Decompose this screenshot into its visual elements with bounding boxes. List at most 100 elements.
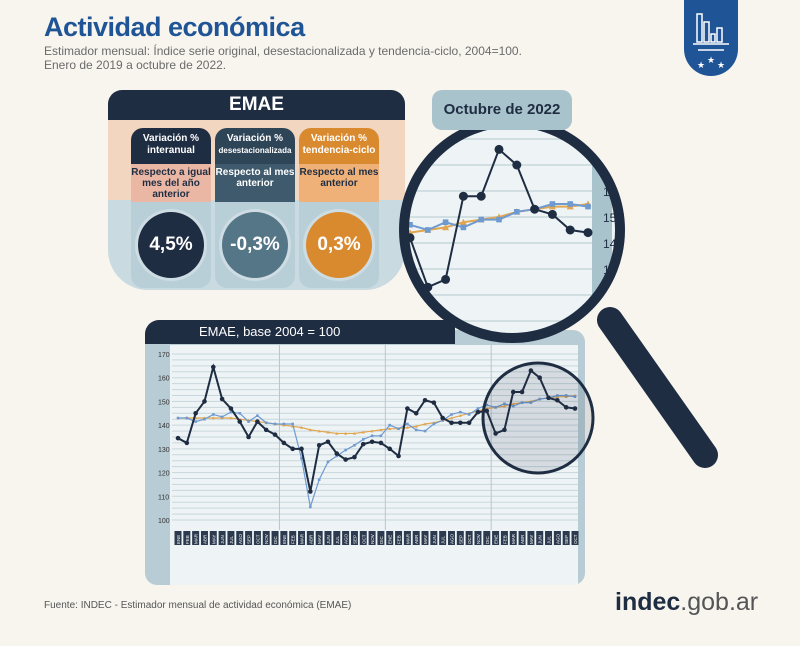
point-desestacionalizada xyxy=(423,429,427,433)
point-desestacionalizada xyxy=(408,222,413,228)
month-label-bg xyxy=(359,531,367,545)
month-label-bg xyxy=(518,531,526,545)
month-label-bg xyxy=(509,531,517,545)
month-label-bg xyxy=(492,531,500,545)
point-original xyxy=(202,399,207,404)
col-title: Variación % xyxy=(310,133,368,144)
point-original xyxy=(272,432,278,437)
point-original xyxy=(193,410,198,416)
point-original xyxy=(458,191,468,201)
point-original xyxy=(458,420,463,426)
col-subtitle: tendencia-ciclo xyxy=(302,145,376,156)
point-tendencia-ciclo xyxy=(458,414,462,417)
point-original xyxy=(519,389,525,395)
month-label-bg xyxy=(245,531,253,545)
page-title: Actividad económica xyxy=(44,12,305,42)
x-tick-label: JUL xyxy=(335,536,340,544)
series-line-original xyxy=(177,363,576,492)
zoom-label: Octubre de 2022 xyxy=(432,90,572,130)
month-label-bg xyxy=(500,531,508,545)
x-tick-label: SEP xyxy=(247,535,252,544)
point-desestacionalizada xyxy=(549,201,556,207)
x-tick-label: SEP xyxy=(352,535,357,544)
point-desestacionalizada xyxy=(567,201,573,207)
point-desestacionalizada xyxy=(220,415,224,419)
x-tick-label: AGO xyxy=(555,533,560,544)
point-desestacionalizada xyxy=(414,428,418,432)
x-tick-label: SEP xyxy=(564,535,569,544)
point-original xyxy=(583,228,593,238)
point-desestacionalizada xyxy=(247,420,250,423)
emae-card: EMAE Variación % interanual Respecto a ig… xyxy=(108,90,405,290)
point-desestacionalizada xyxy=(229,410,233,414)
point-original xyxy=(219,396,225,402)
point-desestacionalizada xyxy=(273,422,277,426)
x-tick-label: NOV xyxy=(264,534,269,544)
point-desestacionalizada xyxy=(379,434,383,438)
point-desestacionalizada xyxy=(529,401,533,404)
point-desestacionalizada xyxy=(282,422,286,426)
month-label-bg xyxy=(280,531,288,545)
point-original xyxy=(308,489,313,494)
desestacionalizada-value: -0,3% xyxy=(222,212,288,278)
point-original xyxy=(413,410,419,416)
point-tendencia-ciclo xyxy=(370,429,374,433)
point-original xyxy=(440,415,445,421)
point-original xyxy=(352,454,357,460)
x-tick-label: ENE xyxy=(282,535,287,544)
point-desestacionalizada xyxy=(326,460,330,464)
point-original xyxy=(476,191,486,201)
x-tick-label: NOV xyxy=(476,534,481,544)
x-tick-label: JUL xyxy=(229,536,234,544)
month-label-bg xyxy=(456,531,464,545)
y-tick-label: 110 xyxy=(158,494,169,501)
point-original xyxy=(493,431,498,436)
point-desestacionalizada xyxy=(564,394,568,397)
month-label-bg xyxy=(262,531,270,545)
point-original xyxy=(281,440,287,446)
tendencia-column: Variación % tendencia-ciclo Respecto al m… xyxy=(299,128,379,288)
point-original xyxy=(422,397,428,403)
point-desestacionalizada xyxy=(185,416,189,420)
month-label-bg xyxy=(324,531,332,545)
point-original xyxy=(565,225,575,235)
y-tick-label: 100 xyxy=(158,518,170,525)
chart-title: EMAE, base 2004 = 100 xyxy=(145,320,455,344)
month-label-bg xyxy=(527,531,535,545)
point-tendencia-ciclo xyxy=(229,416,233,420)
point-desestacionalizada xyxy=(361,438,365,441)
series-line-desestacionalizada xyxy=(178,394,576,508)
month-label-bg xyxy=(377,531,385,545)
month-label-bg xyxy=(571,531,579,545)
month-label-bg xyxy=(209,531,217,545)
point-tendencia-ciclo xyxy=(317,429,321,433)
x-tick-label: ENE xyxy=(388,535,393,544)
point-tendencia-ciclo xyxy=(449,416,454,420)
point-desestacionalizada xyxy=(317,478,321,481)
month-label-bg xyxy=(271,531,279,545)
x-tick-label: FEB xyxy=(291,535,296,544)
x-tick-label: MAY xyxy=(211,535,216,544)
point-tendencia-ciclo xyxy=(459,218,467,225)
point-desestacionalizada xyxy=(397,427,400,430)
x-tick-label: OCT xyxy=(255,534,260,544)
month-label-bg xyxy=(474,531,482,545)
point-original xyxy=(530,204,540,214)
col-title: Variación % xyxy=(142,133,200,144)
y-tick-label: 130 xyxy=(158,447,170,454)
point-desestacionalizada xyxy=(520,401,524,404)
point-desestacionalizada xyxy=(514,209,520,215)
card-title: EMAE xyxy=(108,90,405,120)
point-tendencia-ciclo xyxy=(405,425,409,429)
point-desestacionalizada xyxy=(388,423,392,427)
y-tick-label: 150 xyxy=(158,399,170,406)
desestacionalizada-column: Variación % desestacionalizada Respecto a… xyxy=(215,128,295,288)
y-tick-label: 170 xyxy=(158,352,170,359)
point-original xyxy=(494,144,504,154)
point-original xyxy=(210,364,216,370)
month-label-bg xyxy=(350,531,358,545)
x-tick-label: ABR xyxy=(202,534,207,544)
point-desestacionalizada xyxy=(459,410,462,414)
x-tick-label: DIC xyxy=(485,536,490,545)
x-tick-label: AGO xyxy=(344,533,349,544)
